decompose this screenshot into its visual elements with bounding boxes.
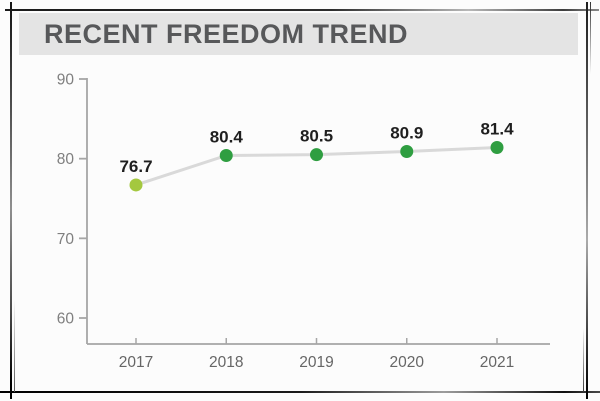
data-point-label-2019: 80.5	[300, 127, 333, 146]
x-axis-tick-label-2019: 2019	[299, 354, 333, 371]
y-axis-tick-label: 90	[57, 72, 75, 89]
data-point-label-2017: 76.7	[119, 157, 152, 176]
data-point-2020	[400, 144, 414, 158]
y-axis-tick-label: 60	[57, 311, 75, 328]
data-point-2018	[219, 148, 233, 162]
data-point-label-2020: 80.9	[390, 123, 423, 142]
y-axis-tick-label: 70	[57, 231, 75, 248]
data-point-2019	[310, 148, 323, 162]
data-point-label-2018: 80.4	[210, 127, 244, 146]
chart-title: RECENT FREEDOM TREND	[44, 19, 409, 49]
y-axis-tick-label: 80	[57, 151, 75, 168]
data-point-2017	[129, 178, 143, 192]
x-axis-tick-label-2020: 2020	[390, 354, 425, 371]
x-axis-tick-label-2017: 2017	[119, 354, 153, 371]
chart-header: RECENT FREEDOM TREND	[19, 13, 578, 55]
x-axis-tick-label-2018: 2018	[209, 354, 243, 371]
data-point-label-2021: 81.4	[480, 120, 514, 139]
x-axis-tick-label-2021: 2021	[480, 354, 514, 371]
data-point-2021	[490, 141, 504, 155]
